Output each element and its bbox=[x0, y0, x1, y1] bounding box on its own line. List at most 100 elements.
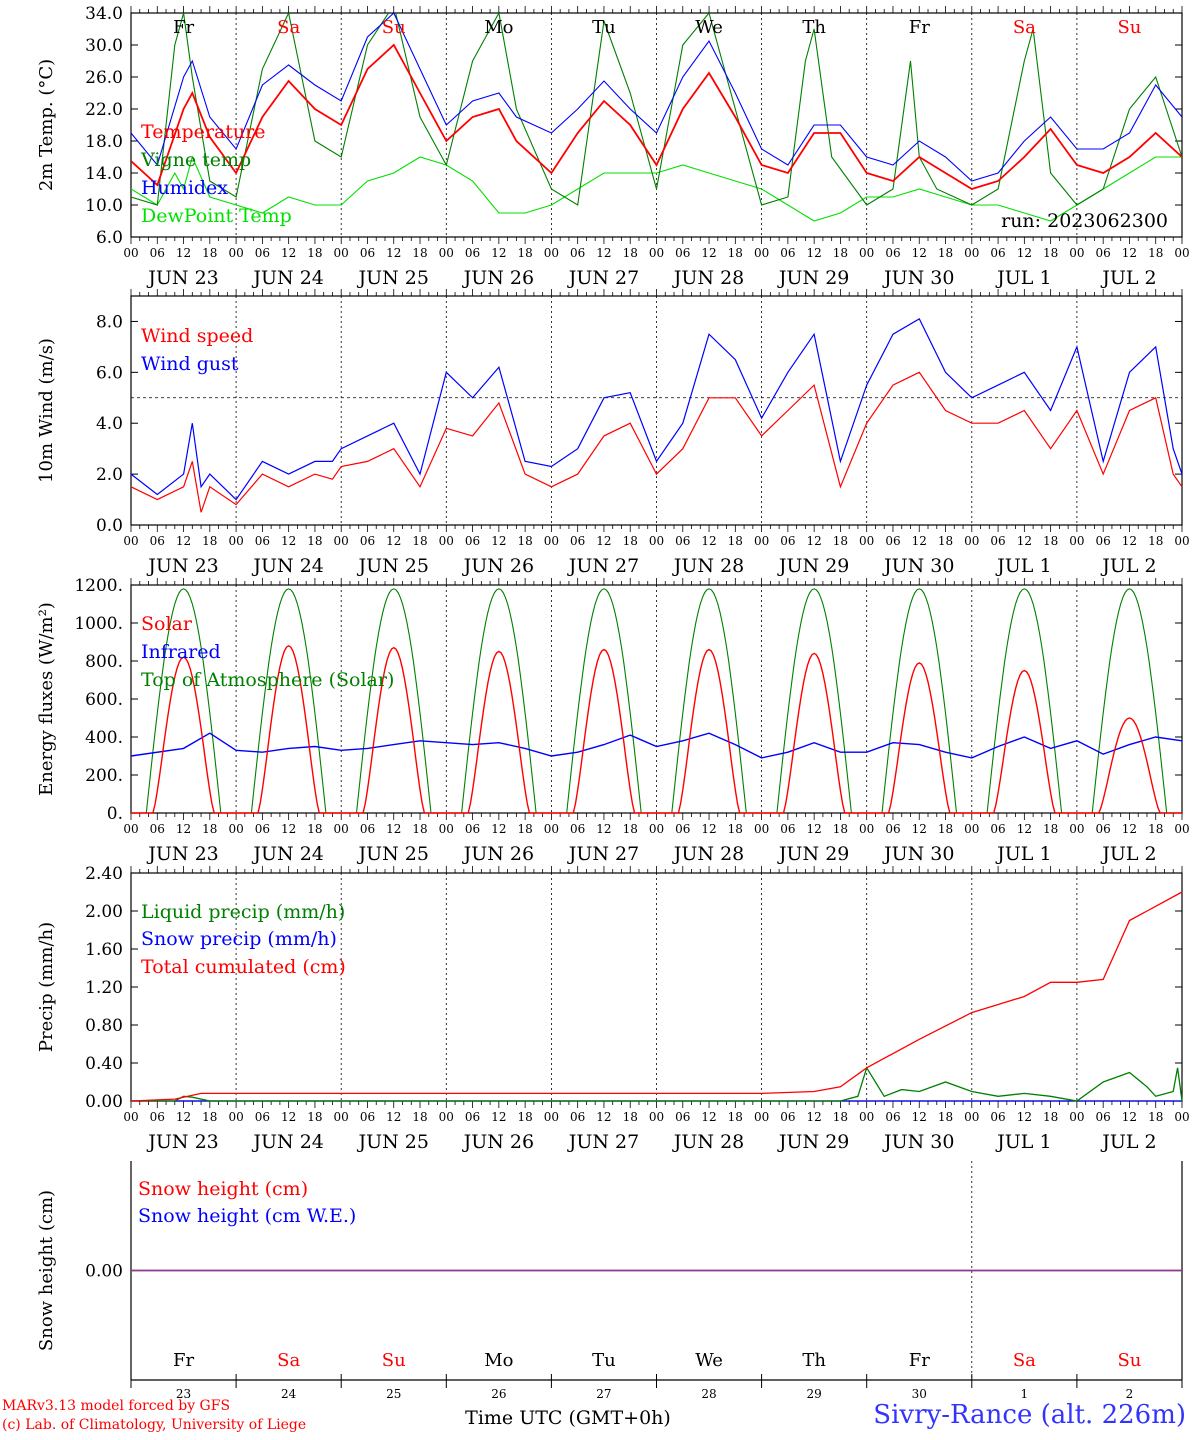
x-hour-label: 12 bbox=[176, 822, 191, 836]
weekday-label: Mo bbox=[484, 17, 513, 38]
series-solar bbox=[131, 644, 1182, 814]
x-hour-label: 06 bbox=[465, 1110, 480, 1124]
x-day-number: 1 bbox=[1021, 1387, 1029, 1401]
x-day-number: 23 bbox=[176, 1387, 191, 1401]
x-day-label: JUL 2 bbox=[1100, 555, 1156, 577]
x-day-label: JUN 30 bbox=[882, 843, 954, 865]
x-hour-label: 18 bbox=[938, 1110, 953, 1124]
x-day-label: JUN 26 bbox=[462, 267, 534, 289]
x-hour-label: 12 bbox=[701, 822, 716, 836]
x-hour-label: 00 bbox=[1069, 1110, 1084, 1124]
x-hour-label: 06 bbox=[1096, 822, 1111, 836]
legend-vigne-temp: Vigne temp bbox=[140, 149, 251, 171]
legend-snow-height-cm-: Snow height (cm) bbox=[138, 1178, 308, 1200]
x-hour-label: 00 bbox=[1174, 246, 1189, 260]
x-hour-label: 12 bbox=[1122, 534, 1137, 548]
x-hour-label: 06 bbox=[1096, 246, 1111, 260]
weekday-label: Su bbox=[382, 1350, 406, 1371]
x-hour-label: 18 bbox=[517, 534, 532, 548]
weekday-label: Th bbox=[802, 17, 826, 38]
x-day-label: JUN 27 bbox=[567, 843, 639, 865]
x-hour-label: 00 bbox=[754, 822, 769, 836]
x-hour-label: 00 bbox=[334, 246, 349, 260]
x-hour-label: 06 bbox=[255, 534, 270, 548]
x-day-label: JUN 26 bbox=[462, 843, 534, 865]
x-hour-label: 18 bbox=[412, 1110, 427, 1124]
x-day-label: JUL 1 bbox=[995, 1131, 1051, 1153]
x-hour-label: 00 bbox=[228, 246, 243, 260]
x-hour-label: 06 bbox=[465, 246, 480, 260]
x-day-label: JUN 29 bbox=[777, 843, 849, 865]
x-hour-label: 18 bbox=[1148, 822, 1163, 836]
x-hour-label: 12 bbox=[176, 534, 191, 548]
weekday-label: Mo bbox=[484, 1350, 513, 1371]
x-day-label: JUL 2 bbox=[1100, 843, 1156, 865]
legend-snow-precip-mm-h-: Snow precip (mm/h) bbox=[141, 928, 337, 950]
panel-2: 0.0 2.0 4.0 6.0 8.0 10m Wind (m/s) 00 06 12 18 00 0… bbox=[36, 289, 1190, 577]
x-hour-label: 12 bbox=[807, 1110, 822, 1124]
y-tick-label: 6.0 bbox=[96, 228, 123, 248]
x-hour-label: 00 bbox=[1069, 534, 1084, 548]
x-hour-label: 18 bbox=[202, 822, 217, 836]
weekday-label: Tu bbox=[592, 17, 616, 38]
series-liquid-precip-mm-h- bbox=[131, 1066, 1183, 1102]
x-hour-label: 00 bbox=[439, 822, 454, 836]
x-hour-label: 12 bbox=[912, 246, 927, 260]
x-hour-label: 00 bbox=[649, 534, 664, 548]
x-hour-label: 12 bbox=[807, 822, 822, 836]
y-tick-label: 0.00 bbox=[85, 1092, 123, 1112]
x-day-label: JUL 2 bbox=[1100, 267, 1156, 289]
legend-top-of-atmosphere-solar-: Top of Atmosphere (Solar) bbox=[141, 669, 394, 691]
x-hour-label: 18 bbox=[307, 1110, 322, 1124]
weekday-label: Su bbox=[1117, 17, 1141, 38]
x-day-label: JUN 24 bbox=[251, 555, 323, 577]
x-day-label: JUN 25 bbox=[357, 267, 429, 289]
legend-snow-height-cm-w-e-: Snow height (cm W.E.) bbox=[138, 1205, 356, 1227]
x-hour-label: 06 bbox=[150, 822, 165, 836]
y-axis-label: Energy fluxes (W/m²) bbox=[36, 602, 57, 796]
x-hour-label: 00 bbox=[544, 246, 559, 260]
x-day-label: JUN 24 bbox=[251, 843, 323, 865]
panel-5: 0.00 Snow height (cm) 23 24 25 26 27 28 29 30 1 2 Fr… bbox=[36, 1161, 1183, 1429]
x-day-number: 28 bbox=[701, 1387, 716, 1401]
x-day-label: JUN 28 bbox=[672, 843, 744, 865]
y-tick-label: 10.0 bbox=[85, 196, 123, 216]
y-axis-label: 10m Wind (m/s) bbox=[36, 338, 57, 483]
x-hour-label: 12 bbox=[912, 1110, 927, 1124]
x-day-label: JUN 27 bbox=[567, 1131, 639, 1153]
x-hour-label: 00 bbox=[754, 1110, 769, 1124]
x-hour-label: 06 bbox=[360, 534, 375, 548]
x-hour-label: 18 bbox=[623, 1110, 638, 1124]
x-hour-label: 00 bbox=[649, 822, 664, 836]
x-day-label: JUN 30 bbox=[882, 267, 954, 289]
x-hour-label: 00 bbox=[1174, 534, 1189, 548]
x-hour-label: 06 bbox=[885, 822, 900, 836]
x-hour-label: 18 bbox=[412, 246, 427, 260]
x-day-label: JUN 27 bbox=[567, 267, 639, 289]
x-hour-label: 00 bbox=[649, 246, 664, 260]
y-tick-label: 1000. bbox=[74, 614, 123, 634]
x-hour-label: 00 bbox=[544, 1110, 559, 1124]
x-hour-label: 18 bbox=[1148, 1110, 1163, 1124]
weekday-label: Sa bbox=[277, 17, 300, 38]
y-tick-label: 30.0 bbox=[85, 36, 123, 56]
weekday-label: Su bbox=[1117, 1350, 1141, 1371]
x-hour-label: 00 bbox=[228, 822, 243, 836]
x-hour-label: 12 bbox=[176, 246, 191, 260]
x-hour-label: 12 bbox=[1017, 246, 1032, 260]
legend-wind-speed: Wind speed bbox=[141, 325, 253, 347]
x-hour-label: 12 bbox=[596, 822, 611, 836]
x-hour-label: 18 bbox=[728, 1110, 743, 1124]
x-hour-label: 00 bbox=[123, 822, 138, 836]
y-tick-label: 200. bbox=[85, 766, 123, 786]
x-hour-label: 00 bbox=[439, 246, 454, 260]
x-hour-label: 18 bbox=[1148, 246, 1163, 260]
x-hour-label: 18 bbox=[833, 822, 848, 836]
x-hour-label: 00 bbox=[1174, 822, 1189, 836]
y-axis-label: Snow height (cm) bbox=[36, 1190, 57, 1351]
x-hour-label: 12 bbox=[1122, 1110, 1137, 1124]
x-day-label: JUN 23 bbox=[146, 267, 218, 289]
y-axis-label: Precip (mm/h) bbox=[36, 922, 57, 1052]
x-hour-label: 06 bbox=[570, 1110, 585, 1124]
